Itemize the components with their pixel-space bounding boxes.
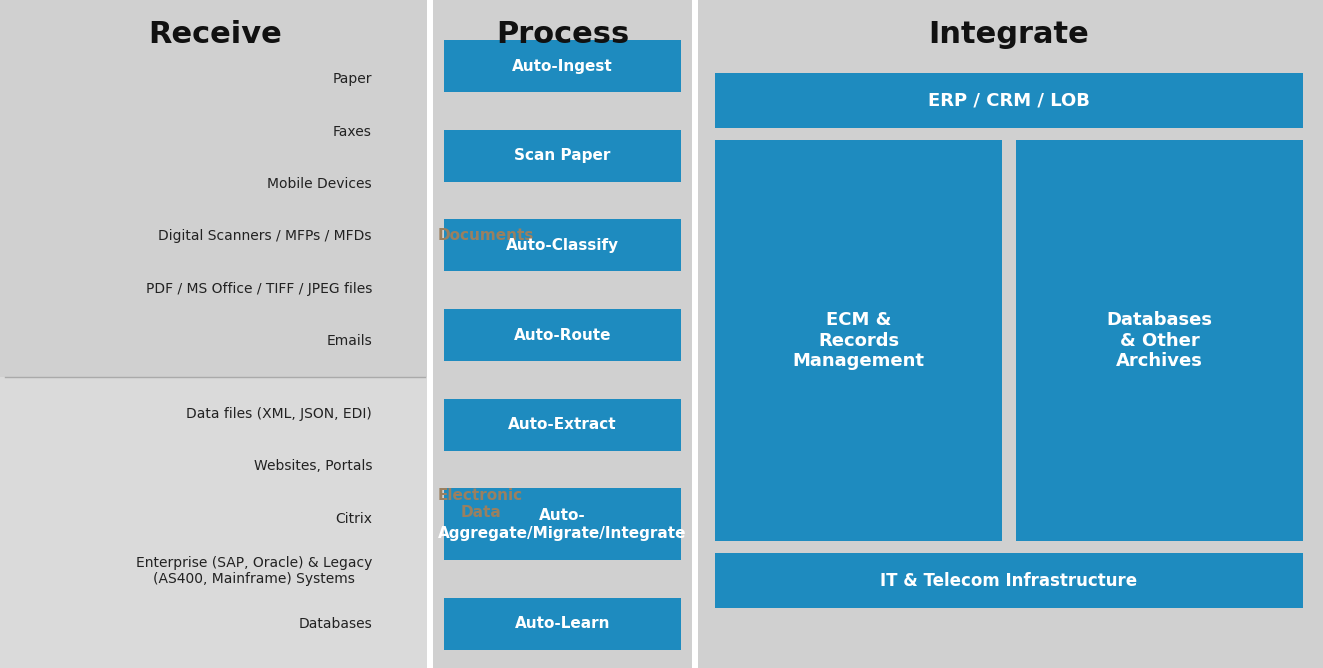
FancyBboxPatch shape bbox=[445, 309, 681, 361]
Text: Websites, Portals: Websites, Portals bbox=[254, 459, 372, 473]
Bar bbox=[0, 0, 430, 377]
Text: Auto-Extract: Auto-Extract bbox=[508, 418, 617, 432]
Bar bbox=[430, 0, 695, 668]
Text: Digital Scanners / MFPs / MFDs: Digital Scanners / MFPs / MFDs bbox=[159, 229, 372, 243]
Text: Auto-Ingest: Auto-Ingest bbox=[512, 59, 613, 73]
Bar bbox=[692, 0, 699, 668]
FancyBboxPatch shape bbox=[1016, 140, 1303, 541]
Text: Receive: Receive bbox=[148, 20, 282, 49]
Text: PDF / MS Office / TIFF / JPEG files: PDF / MS Office / TIFF / JPEG files bbox=[146, 282, 372, 296]
Text: Auto-Route: Auto-Route bbox=[513, 327, 611, 343]
Text: Process: Process bbox=[496, 20, 630, 49]
FancyBboxPatch shape bbox=[445, 399, 681, 451]
Bar bbox=[0, 377, 430, 668]
Text: ECM &
Records
Management: ECM & Records Management bbox=[792, 311, 925, 370]
Text: Paper: Paper bbox=[332, 72, 372, 86]
Text: Enterprise (SAP, Oracle) & Legacy
(AS400, Mainframe) Systems: Enterprise (SAP, Oracle) & Legacy (AS400… bbox=[136, 556, 372, 587]
Text: Auto-Learn: Auto-Learn bbox=[515, 617, 610, 631]
Text: Scan Paper: Scan Paper bbox=[515, 148, 611, 163]
FancyBboxPatch shape bbox=[445, 130, 681, 182]
Text: ERP / CRM / LOB: ERP / CRM / LOB bbox=[927, 92, 1090, 110]
Bar bbox=[695, 0, 1323, 668]
Text: Citrix: Citrix bbox=[335, 512, 372, 526]
Text: Faxes: Faxes bbox=[333, 125, 372, 138]
Text: Mobile Devices: Mobile Devices bbox=[267, 177, 372, 191]
Bar bbox=[427, 0, 433, 668]
FancyBboxPatch shape bbox=[445, 219, 681, 271]
FancyBboxPatch shape bbox=[445, 488, 681, 560]
Text: IT & Telecom Infrastructure: IT & Telecom Infrastructure bbox=[880, 572, 1138, 589]
FancyBboxPatch shape bbox=[445, 40, 681, 92]
Text: Auto-Classify: Auto-Classify bbox=[505, 238, 619, 253]
Text: Electronic
Data: Electronic Data bbox=[438, 488, 523, 520]
Text: Databases: Databases bbox=[298, 617, 372, 631]
Text: Databases
& Other
Archives: Databases & Other Archives bbox=[1106, 311, 1212, 370]
Text: Auto-
Aggregate/Migrate/Integrate: Auto- Aggregate/Migrate/Integrate bbox=[438, 508, 687, 540]
Text: Data files (XML, JSON, EDI): Data files (XML, JSON, EDI) bbox=[187, 407, 372, 421]
FancyBboxPatch shape bbox=[714, 553, 1303, 608]
Text: Integrate: Integrate bbox=[929, 20, 1089, 49]
Text: Documents: Documents bbox=[438, 228, 534, 242]
FancyBboxPatch shape bbox=[714, 73, 1303, 128]
FancyBboxPatch shape bbox=[714, 140, 1002, 541]
FancyBboxPatch shape bbox=[445, 598, 681, 650]
Text: Emails: Emails bbox=[327, 334, 372, 348]
